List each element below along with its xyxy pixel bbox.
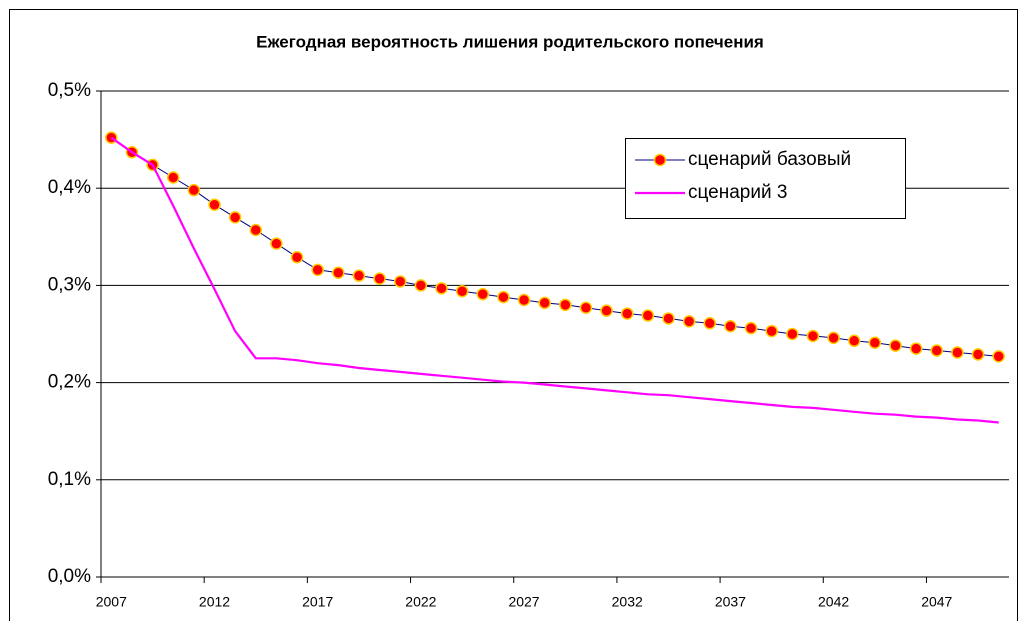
- series-marker: [703, 317, 717, 330]
- series-marker: [166, 171, 180, 184]
- series-marker: [662, 312, 675, 325]
- series-marker: [352, 269, 366, 282]
- legend-box: [625, 138, 906, 219]
- series-marker: [868, 336, 882, 349]
- series-marker: [909, 342, 923, 355]
- x-tick-label: 2017: [302, 594, 333, 610]
- series-marker: [744, 321, 758, 335]
- x-tick-label: 2027: [508, 594, 539, 610]
- series-marker: [806, 329, 820, 343]
- series-marker: [290, 250, 304, 264]
- series-marker: [311, 263, 324, 277]
- series-marker: [765, 324, 778, 338]
- series-marker: [600, 304, 613, 317]
- series-marker: [208, 198, 221, 211]
- x-tick-label: 2022: [405, 594, 436, 610]
- series-line: [110, 136, 999, 424]
- legend-label: сценарий 3: [688, 182, 787, 203]
- series-marker: [682, 315, 696, 328]
- series-marker: [187, 183, 201, 197]
- series-marker: [827, 331, 840, 345]
- series-marker: [476, 287, 490, 301]
- series-marker: [847, 334, 861, 348]
- series-marker: [249, 223, 263, 237]
- series-marker: [414, 279, 428, 292]
- x-tick-label: 2047: [921, 594, 952, 610]
- series-marker: [332, 266, 345, 280]
- series-marker: [497, 290, 510, 304]
- x-tick-label: 2007: [96, 594, 127, 610]
- series-marker: [724, 319, 737, 333]
- x-tick-label: 2042: [818, 594, 849, 610]
- chart-border: [9, 9, 1018, 621]
- y-tick-label: 0,1%: [48, 469, 91, 490]
- series-marker: [373, 272, 386, 285]
- series-marker: [951, 346, 964, 359]
- series-marker: [579, 301, 593, 315]
- y-tick-label: 0,5%: [48, 80, 91, 101]
- series-marker: [971, 348, 985, 361]
- x-tick-label: 2012: [199, 594, 230, 610]
- legend-marker: [653, 153, 667, 167]
- chart-title: Ежегодная вероятность лишения родительск…: [256, 32, 764, 51]
- series-marker: [889, 339, 902, 352]
- series-marker: [559, 298, 572, 312]
- series-marker: [517, 293, 531, 307]
- series-marker: [641, 309, 655, 322]
- series-marker: [455, 284, 469, 298]
- x-tick-label: 2037: [715, 594, 746, 610]
- series-marker: [228, 211, 242, 224]
- series-marker: [930, 344, 944, 357]
- x-tick-label: 2032: [612, 594, 643, 610]
- series-marker: [270, 237, 283, 250]
- series-marker: [992, 350, 1005, 363]
- y-tick-label: 0,0%: [48, 566, 91, 587]
- series-marker: [538, 296, 551, 310]
- series-marker: [786, 327, 799, 341]
- y-tick-label: 0,3%: [48, 274, 91, 295]
- y-tick-label: 0,4%: [48, 177, 91, 198]
- legend-label: сценарий базовый: [688, 149, 851, 170]
- series-marker: [435, 282, 448, 295]
- series-marker: [620, 307, 634, 320]
- y-tick-label: 0,2%: [48, 372, 91, 393]
- series-marker: [393, 275, 407, 288]
